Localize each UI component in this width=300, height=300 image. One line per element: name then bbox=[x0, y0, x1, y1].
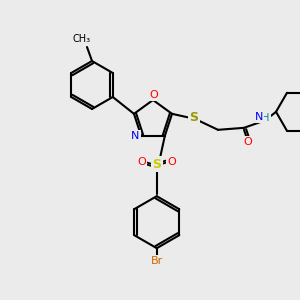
Text: O: O bbox=[137, 157, 146, 167]
Text: H: H bbox=[262, 113, 270, 123]
Text: Br: Br bbox=[151, 256, 163, 266]
Text: O: O bbox=[167, 157, 176, 167]
Text: O: O bbox=[244, 137, 252, 147]
Text: O: O bbox=[150, 90, 158, 100]
Text: S: S bbox=[152, 158, 161, 171]
Text: N: N bbox=[255, 112, 263, 122]
Text: N: N bbox=[131, 131, 140, 141]
Text: S: S bbox=[190, 111, 199, 124]
Text: CH₃: CH₃ bbox=[73, 34, 91, 44]
